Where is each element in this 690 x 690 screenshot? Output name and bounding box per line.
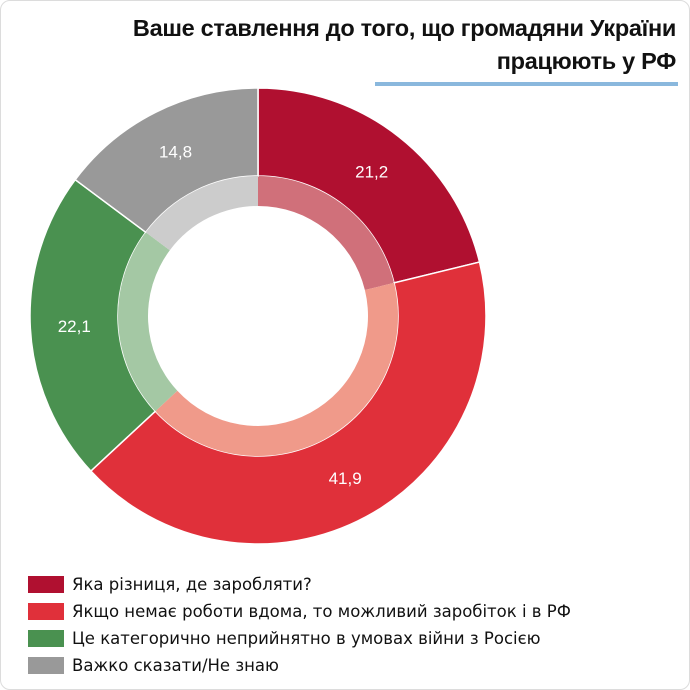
data-label-3: 22,1	[58, 317, 91, 336]
donut-inner-ring-4	[145, 176, 258, 251]
donut-inner-ring-1	[258, 176, 395, 290]
donut-inner-ring-2	[155, 282, 398, 457]
legend-swatch	[28, 603, 64, 620]
legend-label: Важко сказати/Не знаю	[72, 656, 279, 675]
legend-swatch	[28, 630, 64, 647]
legend-item-3: Це категорично неприйнятно в умовах війн…	[28, 625, 571, 652]
legend-swatch	[28, 576, 64, 593]
donut-inner-ring-3	[117, 232, 178, 412]
title-underline	[375, 82, 678, 86]
legend-item-1: Яка різниця, де заробляти?	[28, 571, 571, 598]
chart-title: Ваше ставлення до того, що громадяни Укр…	[132, 15, 676, 74]
legend-label: Яка різниця, де заробляти?	[72, 575, 312, 594]
data-label-1: 21,2	[355, 162, 388, 181]
donut-chart: 21,2 41,9 22,1 14,8	[29, 87, 487, 545]
legend-swatch	[28, 657, 64, 674]
legend-label: Якщо немає роботи вдома, то можливий зар…	[72, 602, 571, 621]
legend-label: Це категорично неприйнятно в умовах війн…	[72, 629, 541, 648]
data-label-2: 41,9	[329, 469, 362, 488]
data-label-4: 14,8	[159, 143, 192, 162]
legend-item-4: Важко сказати/Не знаю	[28, 652, 571, 679]
legend-item-2: Якщо немає роботи вдома, то можливий зар…	[28, 598, 571, 625]
legend: Яка різниця, де заробляти? Якщо немає роб…	[28, 571, 571, 679]
